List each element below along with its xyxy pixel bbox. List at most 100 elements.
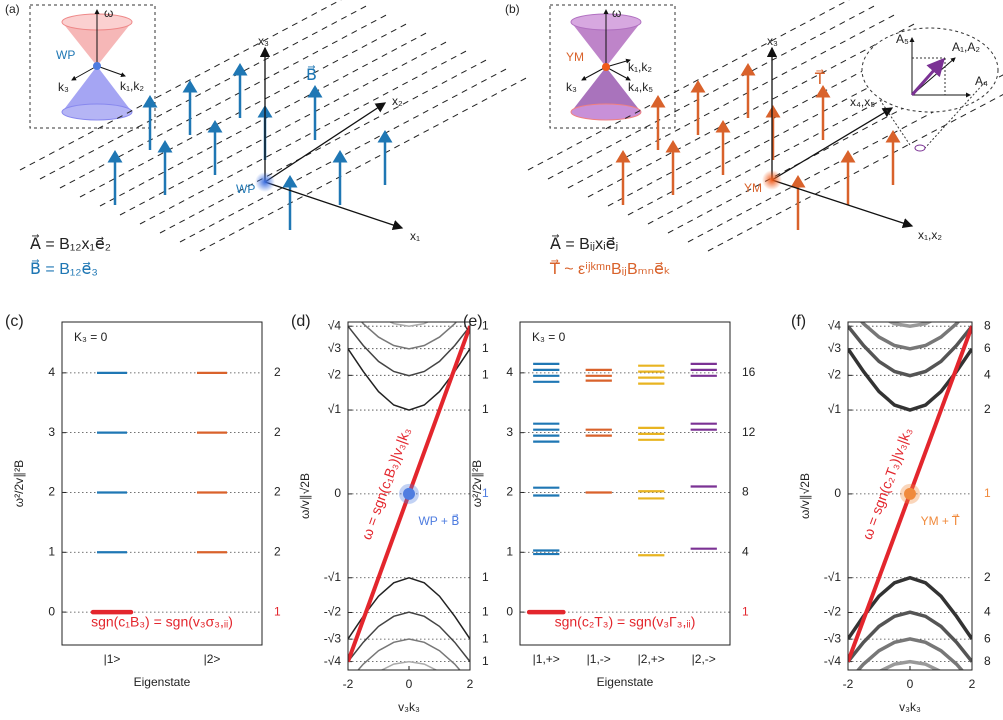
- point-label: WP: [236, 182, 255, 196]
- y-tick-label: 4: [506, 365, 513, 379]
- inset-label: YM: [566, 50, 584, 64]
- axis-label: x₁,x₂: [918, 228, 942, 242]
- field-arrows: [19, 0, 531, 252]
- degeneracy-label: 1: [274, 604, 281, 618]
- y-tick-label: √3: [828, 341, 842, 355]
- x-tick-label: 2: [969, 677, 976, 691]
- potential-row: [527, 0, 850, 171]
- degeneracy-label: 2: [274, 485, 281, 499]
- degeneracy-label: 1: [984, 486, 991, 500]
- degeneracy-label: 12: [742, 425, 756, 439]
- band-curve: [848, 325, 972, 378]
- band-curve: [360, 322, 458, 350]
- y-axis-label: ω/v∥√2B: [798, 473, 812, 519]
- band-curve: [859, 322, 961, 351]
- axis: [264, 181, 404, 231]
- degeneracy-label: 2: [274, 544, 281, 558]
- x-tick-label: |2,+>: [638, 652, 665, 666]
- field-label: T⃗: [814, 68, 825, 88]
- y-tick-label: -√4: [324, 654, 342, 668]
- band-curve: [357, 638, 461, 670]
- degeneracy-label: 1: [482, 402, 489, 416]
- potential-row: [59, 12, 391, 189]
- panel-label: (d): [291, 313, 311, 330]
- y-tick-label: 0: [48, 604, 55, 618]
- zoom-label: A₄: [975, 74, 988, 88]
- potential-row: [179, 66, 511, 243]
- y-tick-label: -√2: [824, 605, 842, 619]
- ym-point: [762, 170, 782, 190]
- axis-label: x₄,x₅: [850, 95, 875, 109]
- degeneracy-label: 4: [742, 544, 749, 558]
- y-tick-label: -√3: [324, 631, 342, 645]
- y-tick-label: -√4: [824, 654, 842, 668]
- field-label: B⃗: [306, 64, 317, 84]
- y-tick-label: √1: [328, 402, 342, 416]
- degeneracy-label: 1: [482, 654, 489, 668]
- band-curve: [348, 325, 470, 377]
- axis-label: x₃: [258, 34, 269, 48]
- y-tick-label: √2: [328, 368, 342, 382]
- axis: [264, 102, 387, 183]
- formula: sgn(c₁B₃) = sgn(v₃σ₃,ᵢᵢ): [91, 614, 233, 630]
- potential-row: [567, 12, 899, 189]
- inset-box: [29, 4, 156, 129]
- y-tick-label: -√1: [324, 570, 342, 584]
- band-curve: [380, 660, 438, 670]
- potential-row: [587, 21, 919, 198]
- potential-row: [159, 57, 491, 234]
- band-curve: [348, 611, 470, 663]
- potential-row: [707, 93, 1003, 252]
- zoom-spot: [914, 144, 926, 152]
- degeneracy-label: 1: [482, 341, 489, 355]
- potential-row: [199, 75, 531, 252]
- potential-row: [119, 39, 451, 216]
- y-tick-label: -√2: [324, 605, 342, 619]
- y-tick-label: √4: [328, 318, 342, 332]
- band-curve: [887, 322, 933, 328]
- x-axis-label: Eigenstate: [597, 675, 654, 689]
- axes-box: [847, 321, 973, 671]
- band-curve: [848, 610, 972, 663]
- axis: [581, 66, 607, 81]
- degeneracy-label: 1: [482, 368, 489, 382]
- degeneracy-label: 6: [984, 341, 991, 355]
- y-tick-label: 0: [834, 486, 841, 500]
- y-tick-label: 2: [506, 485, 513, 499]
- formula: sgn(c₂T₃) = sgn(v₃Γ₃,ᵢᵢ): [555, 614, 696, 630]
- cone-bottom: [570, 103, 642, 121]
- formula: B⃗ = B₁₂e⃗₃: [30, 258, 98, 278]
- panel-label: (e): [463, 313, 483, 330]
- formula: A⃗ = B₁₂x₁e⃗₂: [30, 233, 111, 253]
- x-tick-label: 0: [406, 677, 413, 691]
- y-tick-label: 1: [506, 544, 513, 558]
- inset-label: ω: [104, 6, 113, 20]
- degeneracy-label: 8: [742, 485, 749, 499]
- degeneracy-label: 1: [482, 486, 489, 500]
- degeneracy-label: 8: [984, 654, 991, 668]
- annotation: K₃ = 0: [74, 330, 108, 344]
- diagram-b: (b) ω YM k₃ k₁,k₂ k₄,k₅ x₃ x₄,x₅ x₁,x₂ Y…: [505, 0, 1003, 278]
- diagram-a: (a) ω WP k₃ k₁,k₂ x₃ x₂ x₁ WP B⃗ A⃗ = B₁…: [5, 0, 531, 278]
- degeneracy-label: 1: [482, 605, 489, 619]
- inset-label: k₃: [58, 80, 69, 94]
- formula: T⃗ ~ εⁱʲᵏᵐⁿBᵢⱼBₘₙe⃗ₖ: [549, 258, 671, 278]
- x-tick-label: |2,->: [692, 652, 716, 666]
- axis-label: x₂: [392, 94, 403, 108]
- degeneracy-label: 6: [984, 631, 991, 645]
- axes-box: [347, 321, 471, 671]
- panel-label: (f): [791, 313, 806, 330]
- x-tick-label: -2: [343, 677, 354, 691]
- inset-label: k₁,k₂: [628, 60, 652, 74]
- potential-row: [39, 3, 371, 180]
- x-tick-label: |2>: [204, 652, 221, 666]
- weyl-point: [93, 62, 101, 70]
- point: [403, 487, 415, 500]
- point-label: WP + B⃗: [418, 513, 459, 528]
- degeneracy-label: 1: [482, 631, 489, 645]
- potential-row: [19, 0, 342, 171]
- axis: [605, 58, 631, 68]
- inset-label: k₄,k₅: [628, 80, 653, 94]
- ym-point: [602, 63, 610, 71]
